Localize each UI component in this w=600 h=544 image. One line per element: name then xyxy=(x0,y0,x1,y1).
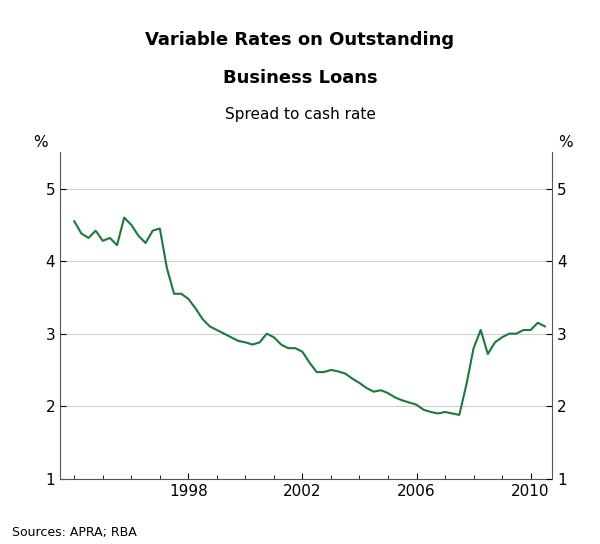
Text: Business Loans: Business Loans xyxy=(223,69,377,87)
Text: Variable Rates on Outstanding: Variable Rates on Outstanding xyxy=(145,31,455,49)
Text: %: % xyxy=(33,134,47,150)
Text: Spread to cash rate: Spread to cash rate xyxy=(224,107,376,122)
Text: %: % xyxy=(558,134,572,150)
Text: Sources: APRA; RBA: Sources: APRA; RBA xyxy=(12,526,137,539)
